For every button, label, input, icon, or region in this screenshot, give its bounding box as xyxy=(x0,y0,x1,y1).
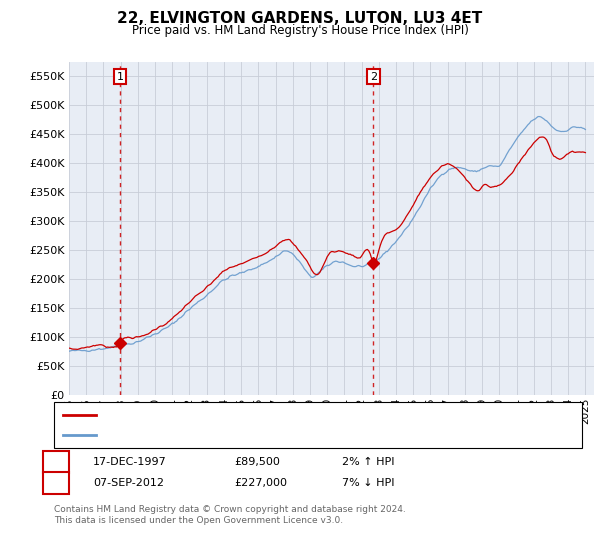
Text: 1: 1 xyxy=(116,72,124,82)
Text: £227,000: £227,000 xyxy=(234,478,287,488)
Text: Price paid vs. HM Land Registry's House Price Index (HPI): Price paid vs. HM Land Registry's House … xyxy=(131,24,469,36)
Text: 2% ↑ HPI: 2% ↑ HPI xyxy=(342,457,395,467)
Text: £89,500: £89,500 xyxy=(234,457,280,467)
Text: 22, ELVINGTON GARDENS, LUTON, LU3 4ET: 22, ELVINGTON GARDENS, LUTON, LU3 4ET xyxy=(118,11,482,26)
Text: Contains HM Land Registry data © Crown copyright and database right 2024.
This d: Contains HM Land Registry data © Crown c… xyxy=(54,505,406,525)
Text: 1: 1 xyxy=(52,457,59,467)
Text: 7% ↓ HPI: 7% ↓ HPI xyxy=(342,478,395,488)
Text: 2: 2 xyxy=(52,478,59,488)
Text: 07-SEP-2012: 07-SEP-2012 xyxy=(93,478,164,488)
Text: 2: 2 xyxy=(370,72,377,82)
Text: 17-DEC-1997: 17-DEC-1997 xyxy=(93,457,167,467)
Text: 22, ELVINGTON GARDENS, LUTON, LU3 4ET (detached house): 22, ELVINGTON GARDENS, LUTON, LU3 4ET (d… xyxy=(103,410,422,420)
Text: HPI: Average price, detached house, Luton: HPI: Average price, detached house, Luto… xyxy=(103,430,325,440)
